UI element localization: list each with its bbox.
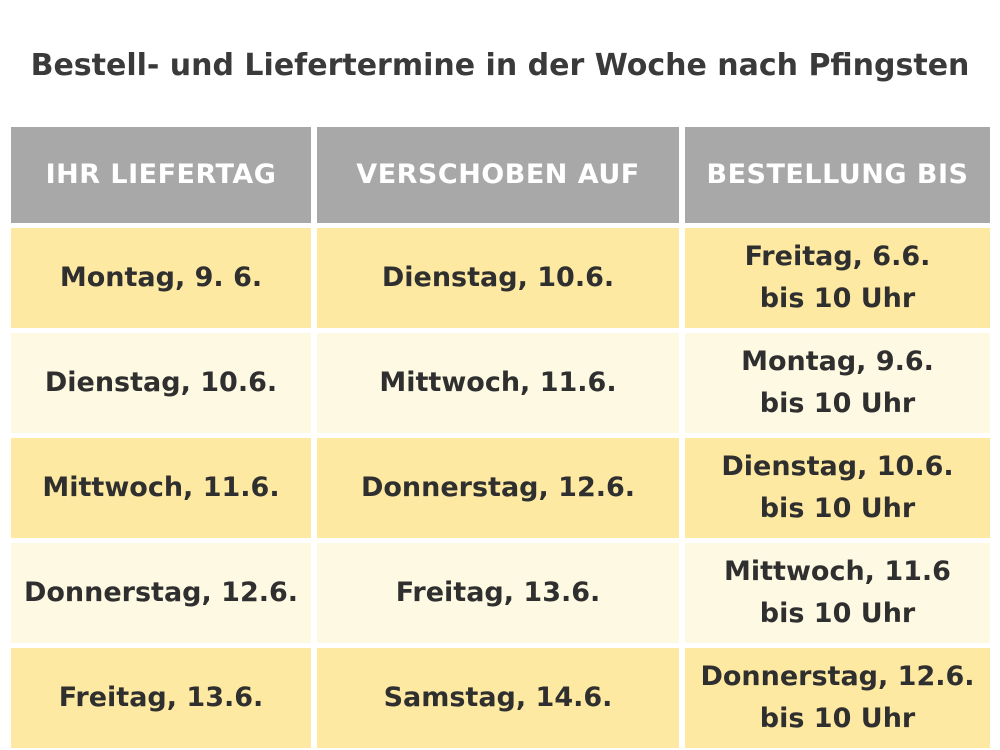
schedule-table: IHR LIEFERTAG VERSCHOBEN AUF BESTELLUNG … xyxy=(11,127,990,748)
header-cell-liefertag: IHR LIEFERTAG xyxy=(11,127,311,223)
cell-verschoben: Freitag, 13.6. xyxy=(317,543,679,643)
cell-bestellung: Mittwoch, 11.6 bis 10 Uhr xyxy=(685,543,990,643)
header-cell-bestellung: BESTELLUNG BIS xyxy=(685,127,990,223)
bestellung-time: bis 10 Uhr xyxy=(759,283,916,314)
cell-liefertag: Dienstag, 10.6. xyxy=(11,333,311,433)
page-title: Bestell- und Liefertermine in der Woche … xyxy=(30,48,970,83)
cell-bestellung: Donnerstag, 12.6. bis 10 Uhr xyxy=(685,648,990,748)
cell-verschoben: Samstag, 14.6. xyxy=(317,648,679,748)
cell-verschoben: Dienstag, 10.6. xyxy=(317,228,679,328)
bestellung-time: bis 10 Uhr xyxy=(759,388,916,419)
bestellung-time: bis 10 Uhr xyxy=(759,598,916,629)
bestellung-time: bis 10 Uhr xyxy=(759,703,916,734)
cell-verschoben: Mittwoch, 11.6. xyxy=(317,333,679,433)
cell-liefertag: Donnerstag, 12.6. xyxy=(11,543,311,643)
bestellung-day: Mittwoch, 11.6 xyxy=(724,556,951,587)
bestellung-day: Donnerstag, 12.6. xyxy=(700,661,975,692)
bestellung-day: Dienstag, 10.6. xyxy=(721,451,954,482)
cell-bestellung: Freitag, 6.6. bis 10 Uhr xyxy=(685,228,990,328)
cell-liefertag: Montag, 9. 6. xyxy=(11,228,311,328)
cell-verschoben: Donnerstag, 12.6. xyxy=(317,438,679,538)
cell-liefertag: Freitag, 13.6. xyxy=(11,648,311,748)
cell-bestellung: Montag, 9.6. bis 10 Uhr xyxy=(685,333,990,433)
header-cell-verschoben: VERSCHOBEN AUF xyxy=(317,127,679,223)
bestellung-time: bis 10 Uhr xyxy=(759,493,916,524)
cell-bestellung: Dienstag, 10.6. bis 10 Uhr xyxy=(685,438,990,538)
bestellung-day: Freitag, 6.6. xyxy=(744,241,931,272)
cell-liefertag: Mittwoch, 11.6. xyxy=(11,438,311,538)
bestellung-day: Montag, 9.6. xyxy=(741,346,934,377)
